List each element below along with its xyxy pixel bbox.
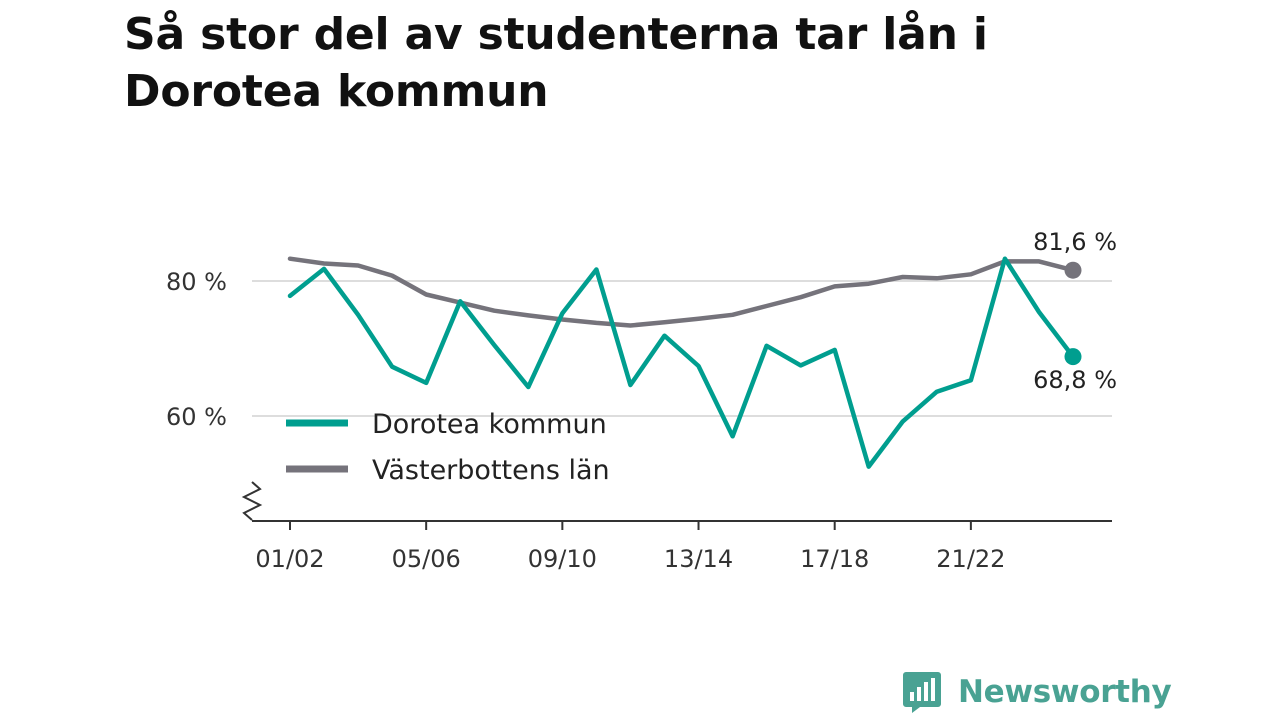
legend-label-vasterbotten: Västerbottens län	[372, 455, 610, 486]
series-endpoint-vasterbotten	[1064, 261, 1082, 279]
y-tick-label: 80 %	[166, 268, 227, 296]
y-tick-label: 60 %	[166, 403, 227, 431]
brand-name: Newsworthy	[958, 674, 1172, 710]
x-tick-label: 09/10	[528, 545, 597, 573]
x-tick-label: 05/06	[392, 545, 461, 573]
newsworthy-logo-icon	[903, 672, 941, 713]
legend: Dorotea kommun Västerbottens län	[286, 409, 610, 486]
axes: 60 % 80 % 01/02 05/06 09/10 13/14 17/18 21/22	[166, 268, 1112, 573]
end-label-vasterbotten: 81,6 %	[1033, 228, 1117, 256]
x-tick-label: 01/02	[255, 545, 324, 573]
axis-break-icon	[241, 481, 263, 521]
legend-label-dorotea: Dorotea kommun	[372, 409, 607, 440]
x-tick-label: 21/22	[936, 545, 1005, 573]
end-label-dorotea: 68,8 %	[1033, 366, 1117, 394]
series-endpoint-dorotea	[1064, 348, 1082, 366]
x-tick-label: 13/14	[664, 545, 733, 573]
series-lines	[287, 256, 1082, 469]
chart-title: Så stor del av studenterna tar lån i Dor…	[124, 9, 988, 117]
series-line-dorotea	[287, 256, 1076, 469]
x-tick-label: 17/18	[800, 545, 869, 573]
series-line-vasterbotten	[287, 256, 1076, 328]
gridlines	[252, 280, 1112, 417]
newsworthy-logo: Newsworthy	[902, 670, 1172, 714]
end-labels: 81,6 % 68,8 %	[1033, 228, 1117, 394]
